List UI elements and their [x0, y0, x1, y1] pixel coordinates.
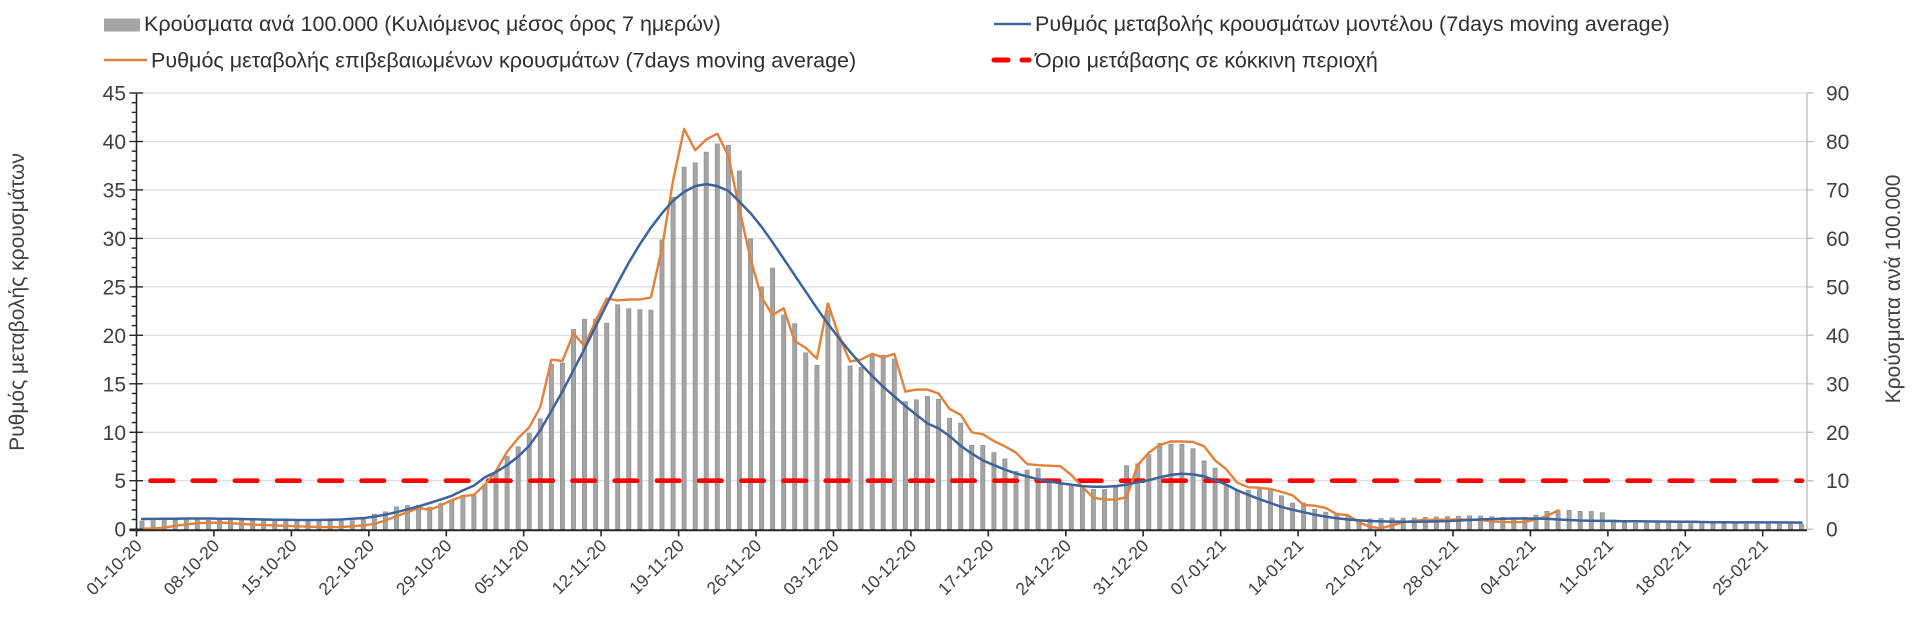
svg-text:30: 30 — [1826, 373, 1849, 396]
svg-text:Κρούσματα ανά 100.000 (Κυλιόμε: Κρούσματα ανά 100.000 (Κυλιόμενος μέσος … — [144, 12, 721, 36]
svg-text:90: 90 — [1826, 83, 1849, 106]
svg-text:5: 5 — [114, 470, 126, 493]
svg-text:0: 0 — [114, 519, 126, 542]
svg-text:10: 10 — [1826, 470, 1849, 493]
svg-text:Ρυθμός μεταβολής κρουσμάτων: Ρυθμός μεταβολής κρουσμάτων — [6, 153, 29, 451]
svg-text:Κρούσματα ανά 100.000: Κρούσματα ανά 100.000 — [1882, 175, 1905, 404]
svg-text:20: 20 — [103, 325, 126, 348]
svg-text:15: 15 — [103, 373, 126, 396]
svg-text:80: 80 — [1826, 131, 1849, 154]
svg-text:60: 60 — [1826, 228, 1849, 251]
svg-text:40: 40 — [103, 131, 126, 154]
svg-text:35: 35 — [103, 179, 126, 202]
svg-text:0: 0 — [1826, 519, 1838, 542]
svg-text:40: 40 — [1826, 325, 1849, 348]
svg-text:50: 50 — [1826, 276, 1849, 299]
svg-text:Όριο μετάβασης σε κόκκινη περι: Όριο μετάβασης σε κόκκινη περιοχή — [1034, 49, 1378, 73]
svg-text:20: 20 — [1826, 422, 1849, 445]
svg-text:Ρυθμός μεταβολής επιβεβαιωμένω: Ρυθμός μεταβολής επιβεβαιωμένων κρουσμάτ… — [151, 49, 856, 73]
svg-text:25: 25 — [103, 276, 126, 299]
svg-text:45: 45 — [103, 83, 126, 106]
svg-text:Ρυθμός μεταβολής κρουσμάτων μο: Ρυθμός μεταβολής κρουσμάτων μοντέλου (7d… — [1035, 12, 1670, 36]
svg-text:70: 70 — [1826, 179, 1849, 202]
svg-text:10: 10 — [103, 422, 126, 445]
svg-text:30: 30 — [103, 228, 126, 251]
